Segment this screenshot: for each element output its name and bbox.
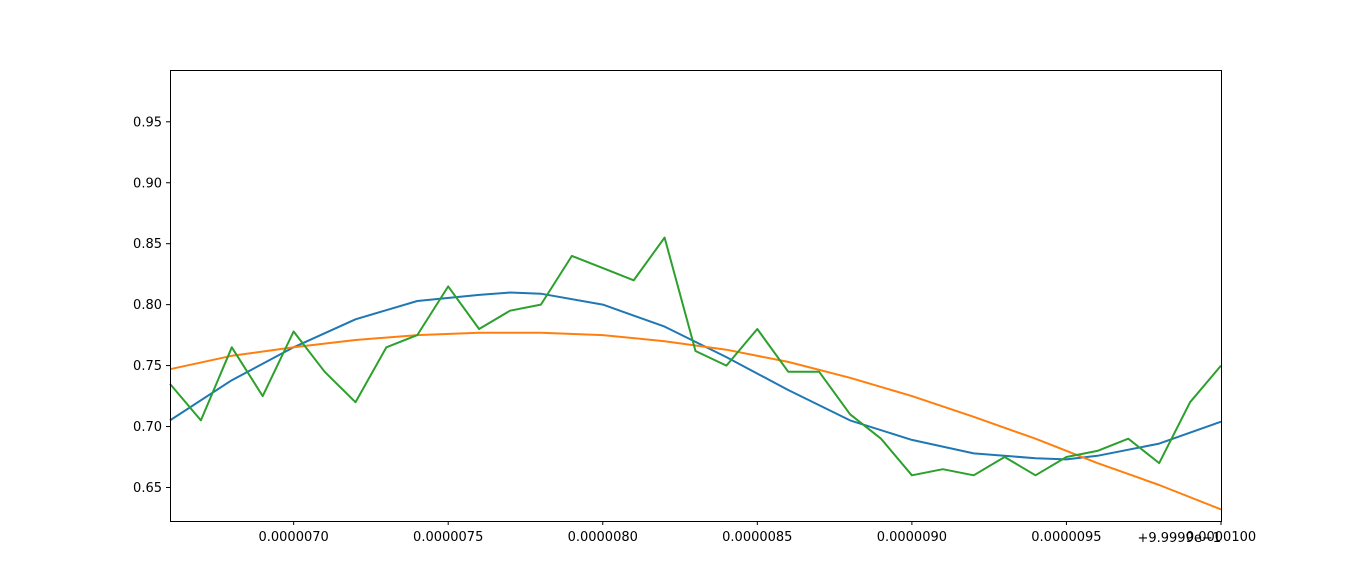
x-tick-label: 0.0000090 <box>877 530 947 545</box>
series-layer <box>169 236 1222 511</box>
x-axis: 0.0000070 0.0000075 0.0000080 0.0000085 0.00… <box>258 521 1256 545</box>
x-tick-label: 0.0000095 <box>1031 530 1101 545</box>
y-tick-label: 0.95 <box>133 115 162 130</box>
series-line-2 <box>169 331 1222 511</box>
x-tick-label: 0.0000085 <box>722 530 792 545</box>
x-tick-label: 0.0000070 <box>258 530 328 545</box>
x-axis-offset-label: +9.9999e−1 <box>1137 531 1221 546</box>
x-tick-label: 0.0000080 <box>568 530 638 545</box>
y-tick-label: 0.85 <box>133 237 162 252</box>
x-tick-label: 0.0000100 <box>1186 530 1256 545</box>
y-tick-label: 0.75 <box>133 359 162 374</box>
y-tick-label: 0.80 <box>133 298 162 313</box>
x-tick-label: 0.0000075 <box>413 530 483 545</box>
series-line-3 <box>169 236 1222 477</box>
y-tick-label: 0.65 <box>133 481 162 496</box>
y-tick-label: 0.70 <box>133 420 162 435</box>
y-tick-label: 0.90 <box>133 176 162 191</box>
plot-frame <box>170 70 1222 522</box>
y-axis: 0.65 0.70 0.75 0.80 0.85 0.90 0.95 <box>133 115 170 496</box>
